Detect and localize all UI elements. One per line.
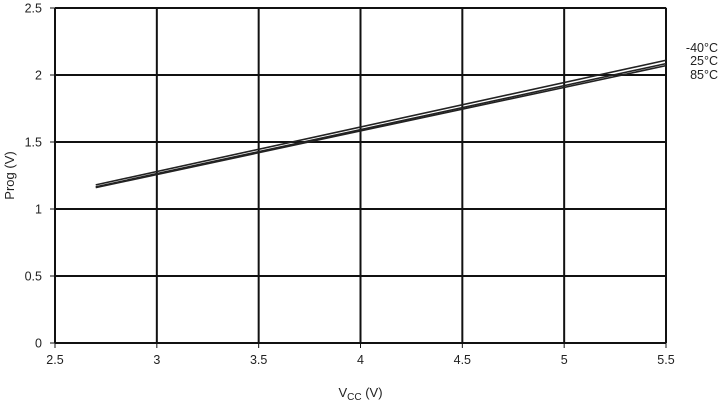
x-tick-label: 4.5	[454, 353, 471, 367]
series-line-1	[95, 59, 667, 186]
x-axis-label: VCC (V)	[338, 385, 382, 402]
x-tick-labels: 2.5 3 3.5 4 4.5 5 5.5	[46, 353, 674, 367]
y-tick-labels: 0 0.5 1 1.5 2 2.5	[25, 2, 42, 351]
y-tick-label: 1	[35, 203, 42, 217]
x-tick-label: 5.5	[657, 353, 674, 367]
y-tick-label: 0.5	[25, 270, 42, 284]
series-lines	[95, 59, 667, 189]
x-tick-label: 3.5	[250, 353, 267, 367]
plot-frame	[54, 7, 667, 344]
series-line-3	[95, 64, 667, 189]
y-tick-label: 2.5	[25, 2, 42, 16]
series-line-2	[95, 62, 667, 188]
x-tick-label: 5	[561, 353, 568, 367]
x-tick-label: 2.5	[46, 353, 63, 367]
y-tick-label: 1.5	[25, 136, 42, 150]
series-label-2: 25°C	[690, 54, 718, 68]
series-label-1: -40°C	[686, 41, 718, 55]
x-axis-label-unit: (V)	[362, 385, 383, 400]
series-label-3: 85°C	[690, 68, 718, 82]
x-axis-label-main: V	[338, 385, 347, 400]
x-axis-label-subscript: CC	[347, 392, 361, 402]
y-tick-label: 0	[35, 337, 42, 351]
series-labels: -40°C25°C85°C	[686, 41, 718, 82]
x-tick-label: 3	[153, 353, 160, 367]
x-tick-label: 4	[357, 353, 364, 367]
y-axis-label: Prog (V)	[2, 151, 17, 199]
y-tick-label: 2	[35, 69, 42, 83]
